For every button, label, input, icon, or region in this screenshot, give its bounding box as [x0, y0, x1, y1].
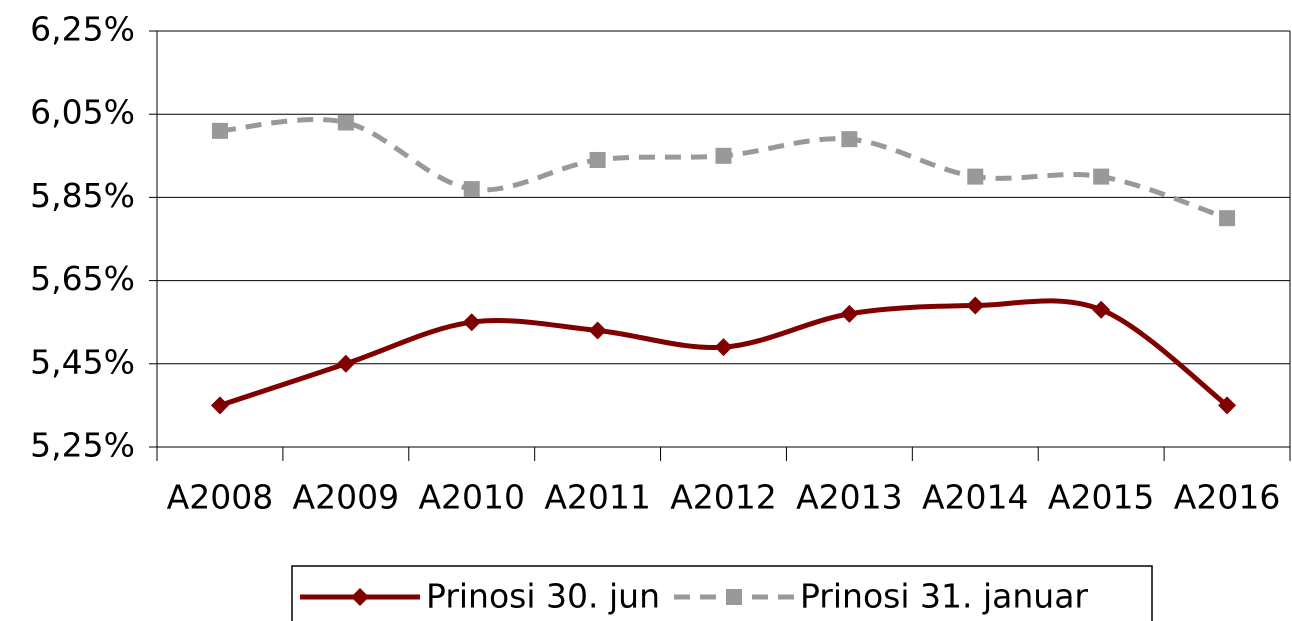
y-tick-label: 5,65%: [30, 259, 135, 298]
y-tick-label: 5,45%: [30, 342, 135, 381]
y-tick-label: 6,25%: [30, 10, 135, 49]
legend-label: Prinosi 30. jun: [426, 577, 660, 616]
marker: [351, 588, 369, 606]
x-tick-label: A2013: [796, 478, 903, 517]
marker: [336, 354, 355, 373]
marker: [966, 296, 985, 315]
marker: [1219, 210, 1236, 227]
marker: [462, 313, 481, 332]
marker: [715, 147, 732, 164]
y-tick-label: 5,25%: [30, 426, 135, 465]
y-tick-label: 6,05%: [30, 93, 135, 132]
marker: [841, 131, 858, 148]
legend-label: Prinosi 31. januar: [800, 577, 1088, 616]
marker: [211, 122, 228, 139]
marker: [588, 321, 607, 340]
y-tick-label: 5,85%: [30, 176, 135, 215]
x-tick-label: A2009: [293, 478, 400, 517]
marker: [589, 151, 606, 168]
x-tick-label: A2016: [1174, 478, 1281, 517]
marker: [337, 114, 354, 131]
x-tick-label: A2008: [167, 478, 274, 517]
x-tick-label: A2014: [922, 478, 1029, 517]
marker: [1093, 168, 1110, 185]
x-tick-label: A2015: [1048, 478, 1155, 517]
marker: [1092, 300, 1111, 319]
legend-box: [291, 565, 1153, 621]
marker: [463, 181, 480, 198]
x-tick-label: A2012: [670, 478, 777, 517]
x-tick-label: A2011: [544, 478, 651, 517]
marker: [714, 338, 733, 357]
marker: [967, 168, 984, 185]
series-line: [219, 117, 1228, 221]
marker: [725, 589, 742, 605]
marker: [210, 396, 229, 415]
marker: [1218, 396, 1237, 415]
x-tick-label: A2010: [418, 478, 525, 517]
marker: [840, 304, 859, 323]
